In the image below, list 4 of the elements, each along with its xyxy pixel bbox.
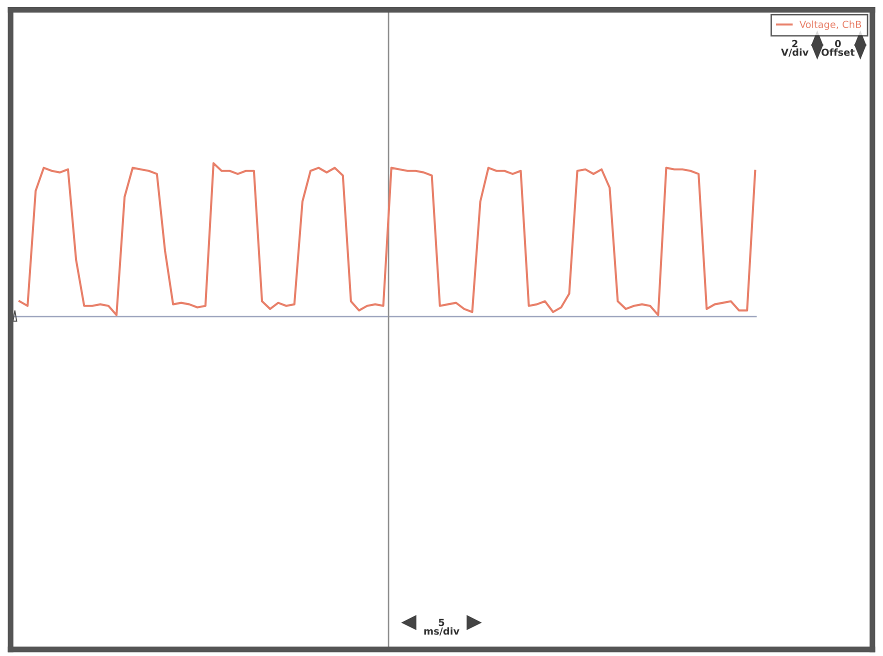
text: 2 V/div <box>781 40 809 57</box>
text: 5 ms/div <box>424 618 460 636</box>
legend-label: Voltage, ChB <box>800 20 862 30</box>
text: 0 Offset <box>822 40 855 56</box>
